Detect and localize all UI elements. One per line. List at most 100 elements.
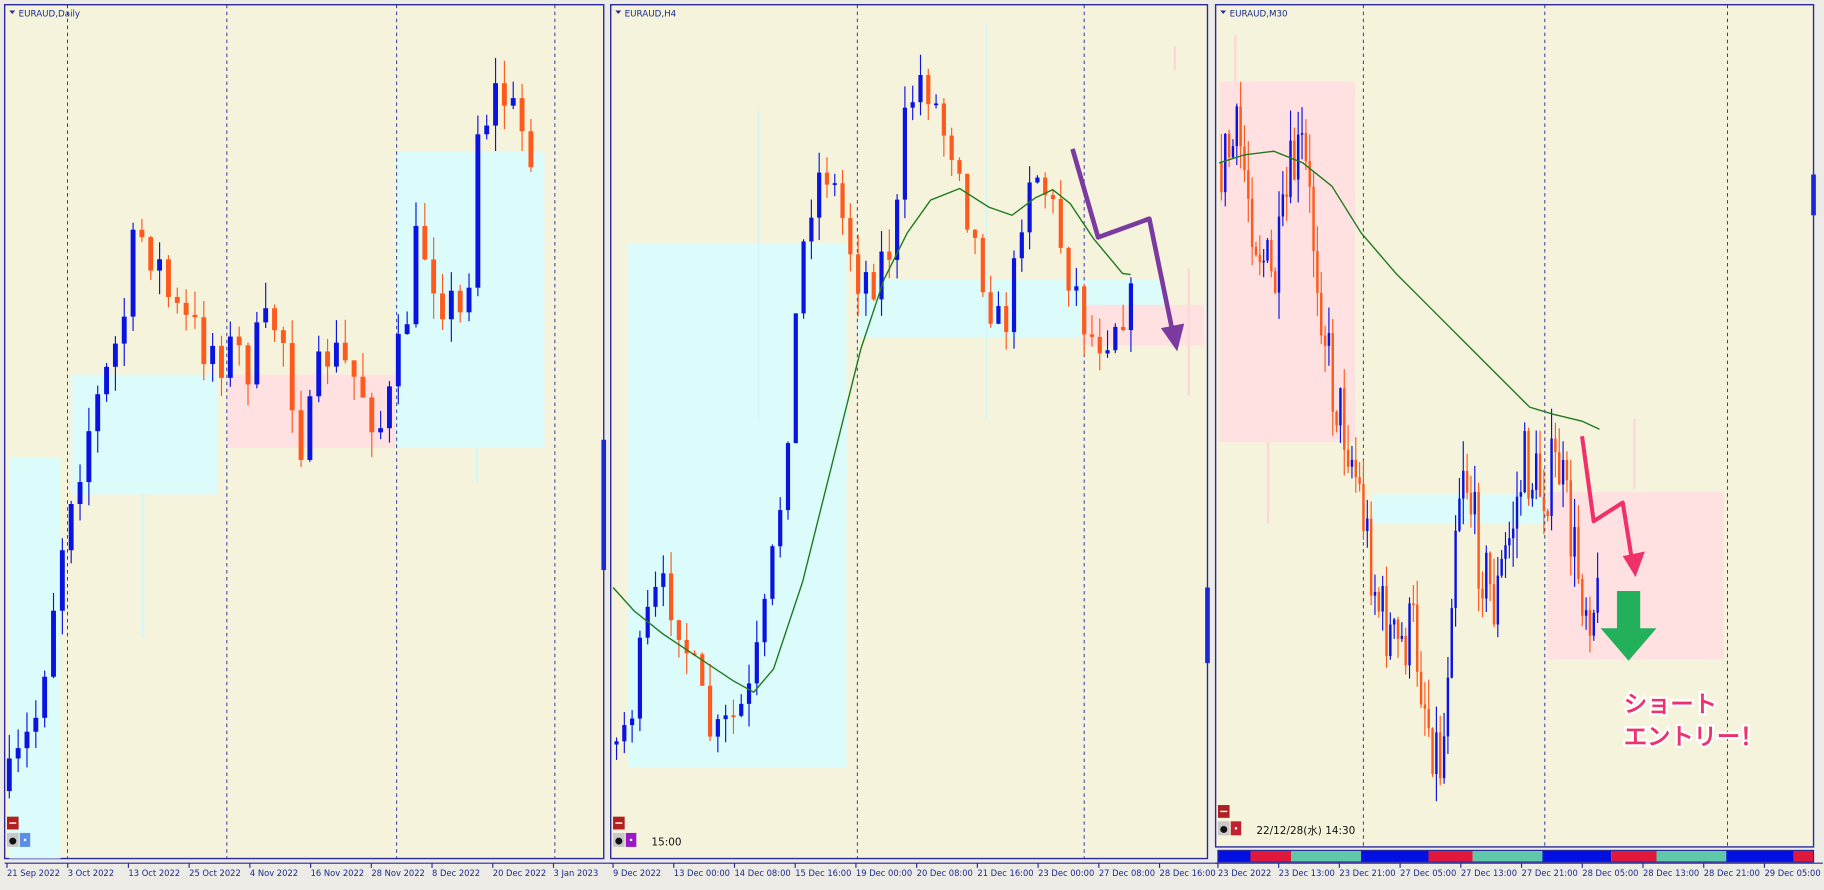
bear-candle [280, 330, 286, 344]
bull-candle [1519, 492, 1523, 497]
bull-candle [715, 719, 720, 737]
session-segment [1542, 850, 1612, 863]
time-axis-label: 23 Dec 13:00 [1279, 868, 1335, 878]
time-axis-label: 19 Dec 00:00 [856, 868, 912, 878]
bear-candle [1404, 635, 1407, 666]
bull-candle [42, 676, 48, 718]
demand-zone [72, 374, 218, 495]
bear-candle [684, 639, 689, 654]
bear-candle [988, 292, 993, 324]
bull-candle [1442, 736, 1446, 779]
bear-candle [1058, 199, 1063, 248]
bear-candle [957, 160, 962, 174]
bear-candle [887, 251, 892, 260]
bear-candle [707, 685, 713, 737]
bear-candle [1538, 453, 1542, 497]
h4-arrowhead-icon [1160, 323, 1185, 352]
short-entry-label-line2: エントリー！ [1624, 724, 1764, 751]
bull-candle [1366, 518, 1369, 531]
session-strip-frame [1217, 849, 1815, 863]
bear-candle [1477, 491, 1480, 589]
bear-candle [824, 172, 830, 185]
bull-candle [95, 394, 101, 432]
time-axis-label: 23 Dec 00:00 [1038, 868, 1094, 878]
time-axis-label: 13 Dec 00:00 [674, 868, 730, 878]
bear-candle [1369, 518, 1373, 596]
bear-candle [1243, 146, 1246, 171]
bull-candle [77, 482, 83, 504]
bull-candle [723, 715, 728, 720]
bear-candle [236, 336, 242, 346]
bear-candle [1220, 162, 1223, 193]
chart-title: EURAUD,M30 [1230, 9, 1288, 19]
bear-candle [1385, 585, 1388, 656]
bear-candle [1554, 438, 1557, 453]
bear-candle [148, 237, 154, 271]
bear-candle [1247, 170, 1250, 199]
bull-candle [1500, 558, 1503, 576]
bull-candle [801, 241, 806, 314]
bull-candle [1373, 591, 1377, 596]
bear-candle [1354, 459, 1358, 478]
chart-menu-triangle-icon[interactable] [9, 10, 16, 15]
bear-candle [1312, 186, 1315, 251]
time-axis-label: 3 Jan 2023 [553, 868, 598, 878]
bear-candle [1488, 552, 1492, 585]
time-axis-label: 28 Dec 16:00 [1160, 868, 1216, 878]
bull-candle [996, 305, 1001, 324]
chart-window-1[interactable]: EURAUD,Daily 21 Sep 2022 3 Oct 2022 13 Oct … [3, 4, 612, 878]
bear-candle [501, 83, 507, 106]
chart-window-2[interactable]: EURAUD,H4 15:00 9 Dec 2022 13 Dec 00:00 14 D… [610, 4, 1218, 878]
bull-candle [157, 259, 163, 271]
bull-candle [910, 102, 915, 108]
bear-candle [926, 75, 931, 105]
bull-candle [210, 345, 216, 365]
bull-candle [1392, 619, 1396, 625]
bear-candle [1415, 604, 1419, 672]
chart-title: EURAUD,Daily [19, 9, 81, 19]
chart-window-3[interactable]: EURAUD,M30 22/12/28(水) 14:30 23 Dec 2022 23… [1214, 4, 1823, 878]
bull-candle [1408, 603, 1411, 666]
time-axis-label: 28 Dec 13:00 [1643, 868, 1699, 878]
bull-candle [1511, 528, 1515, 539]
bear-candle [422, 225, 428, 260]
time-axis-label: 4 Nov 2022 [250, 868, 298, 878]
bull-candle [1523, 431, 1526, 493]
bear-candle [1396, 619, 1400, 639]
bear-candle [245, 345, 251, 385]
bull-candle [1128, 283, 1134, 331]
bear-candle [1254, 246, 1258, 255]
bear-candle [1043, 177, 1048, 195]
bull-candle [1350, 459, 1354, 467]
bear-candle [1431, 728, 1434, 774]
bull-candle [1281, 194, 1285, 217]
bear-candle [183, 302, 189, 315]
chart-menu-triangle-icon[interactable] [615, 10, 622, 15]
bull-candle [1504, 545, 1507, 559]
bear-candle [1481, 588, 1484, 599]
time-axis-label: 20 Dec 2022 [493, 868, 546, 878]
square-icon-glyph [629, 838, 633, 842]
bull-candle [832, 183, 837, 185]
chart-menu-triangle-icon[interactable] [1220, 10, 1227, 15]
bear-candle [1239, 106, 1242, 147]
bear-candle [980, 237, 985, 293]
bull-candle [1035, 177, 1040, 183]
demand-zone [1372, 494, 1559, 524]
time-axis-label: 25 Oct 2022 [189, 868, 241, 878]
bear-candle [1097, 336, 1102, 354]
bull-candle [1262, 260, 1265, 263]
session-color-strip [1217, 849, 1815, 863]
bear-candle [369, 397, 375, 433]
bull-candle [387, 386, 392, 429]
short-entry-label-line1: ショート [1624, 691, 1717, 718]
time-axis-label: 15 Dec 16:00 [795, 868, 851, 878]
bull-candle [1596, 577, 1599, 613]
bull-candle [104, 366, 109, 395]
bear-candle [342, 342, 348, 361]
session-segment [1291, 850, 1362, 863]
bull-candle [413, 225, 419, 325]
bull-candle [395, 333, 401, 387]
bull-candle [879, 251, 884, 300]
bear-candle [1250, 198, 1254, 247]
